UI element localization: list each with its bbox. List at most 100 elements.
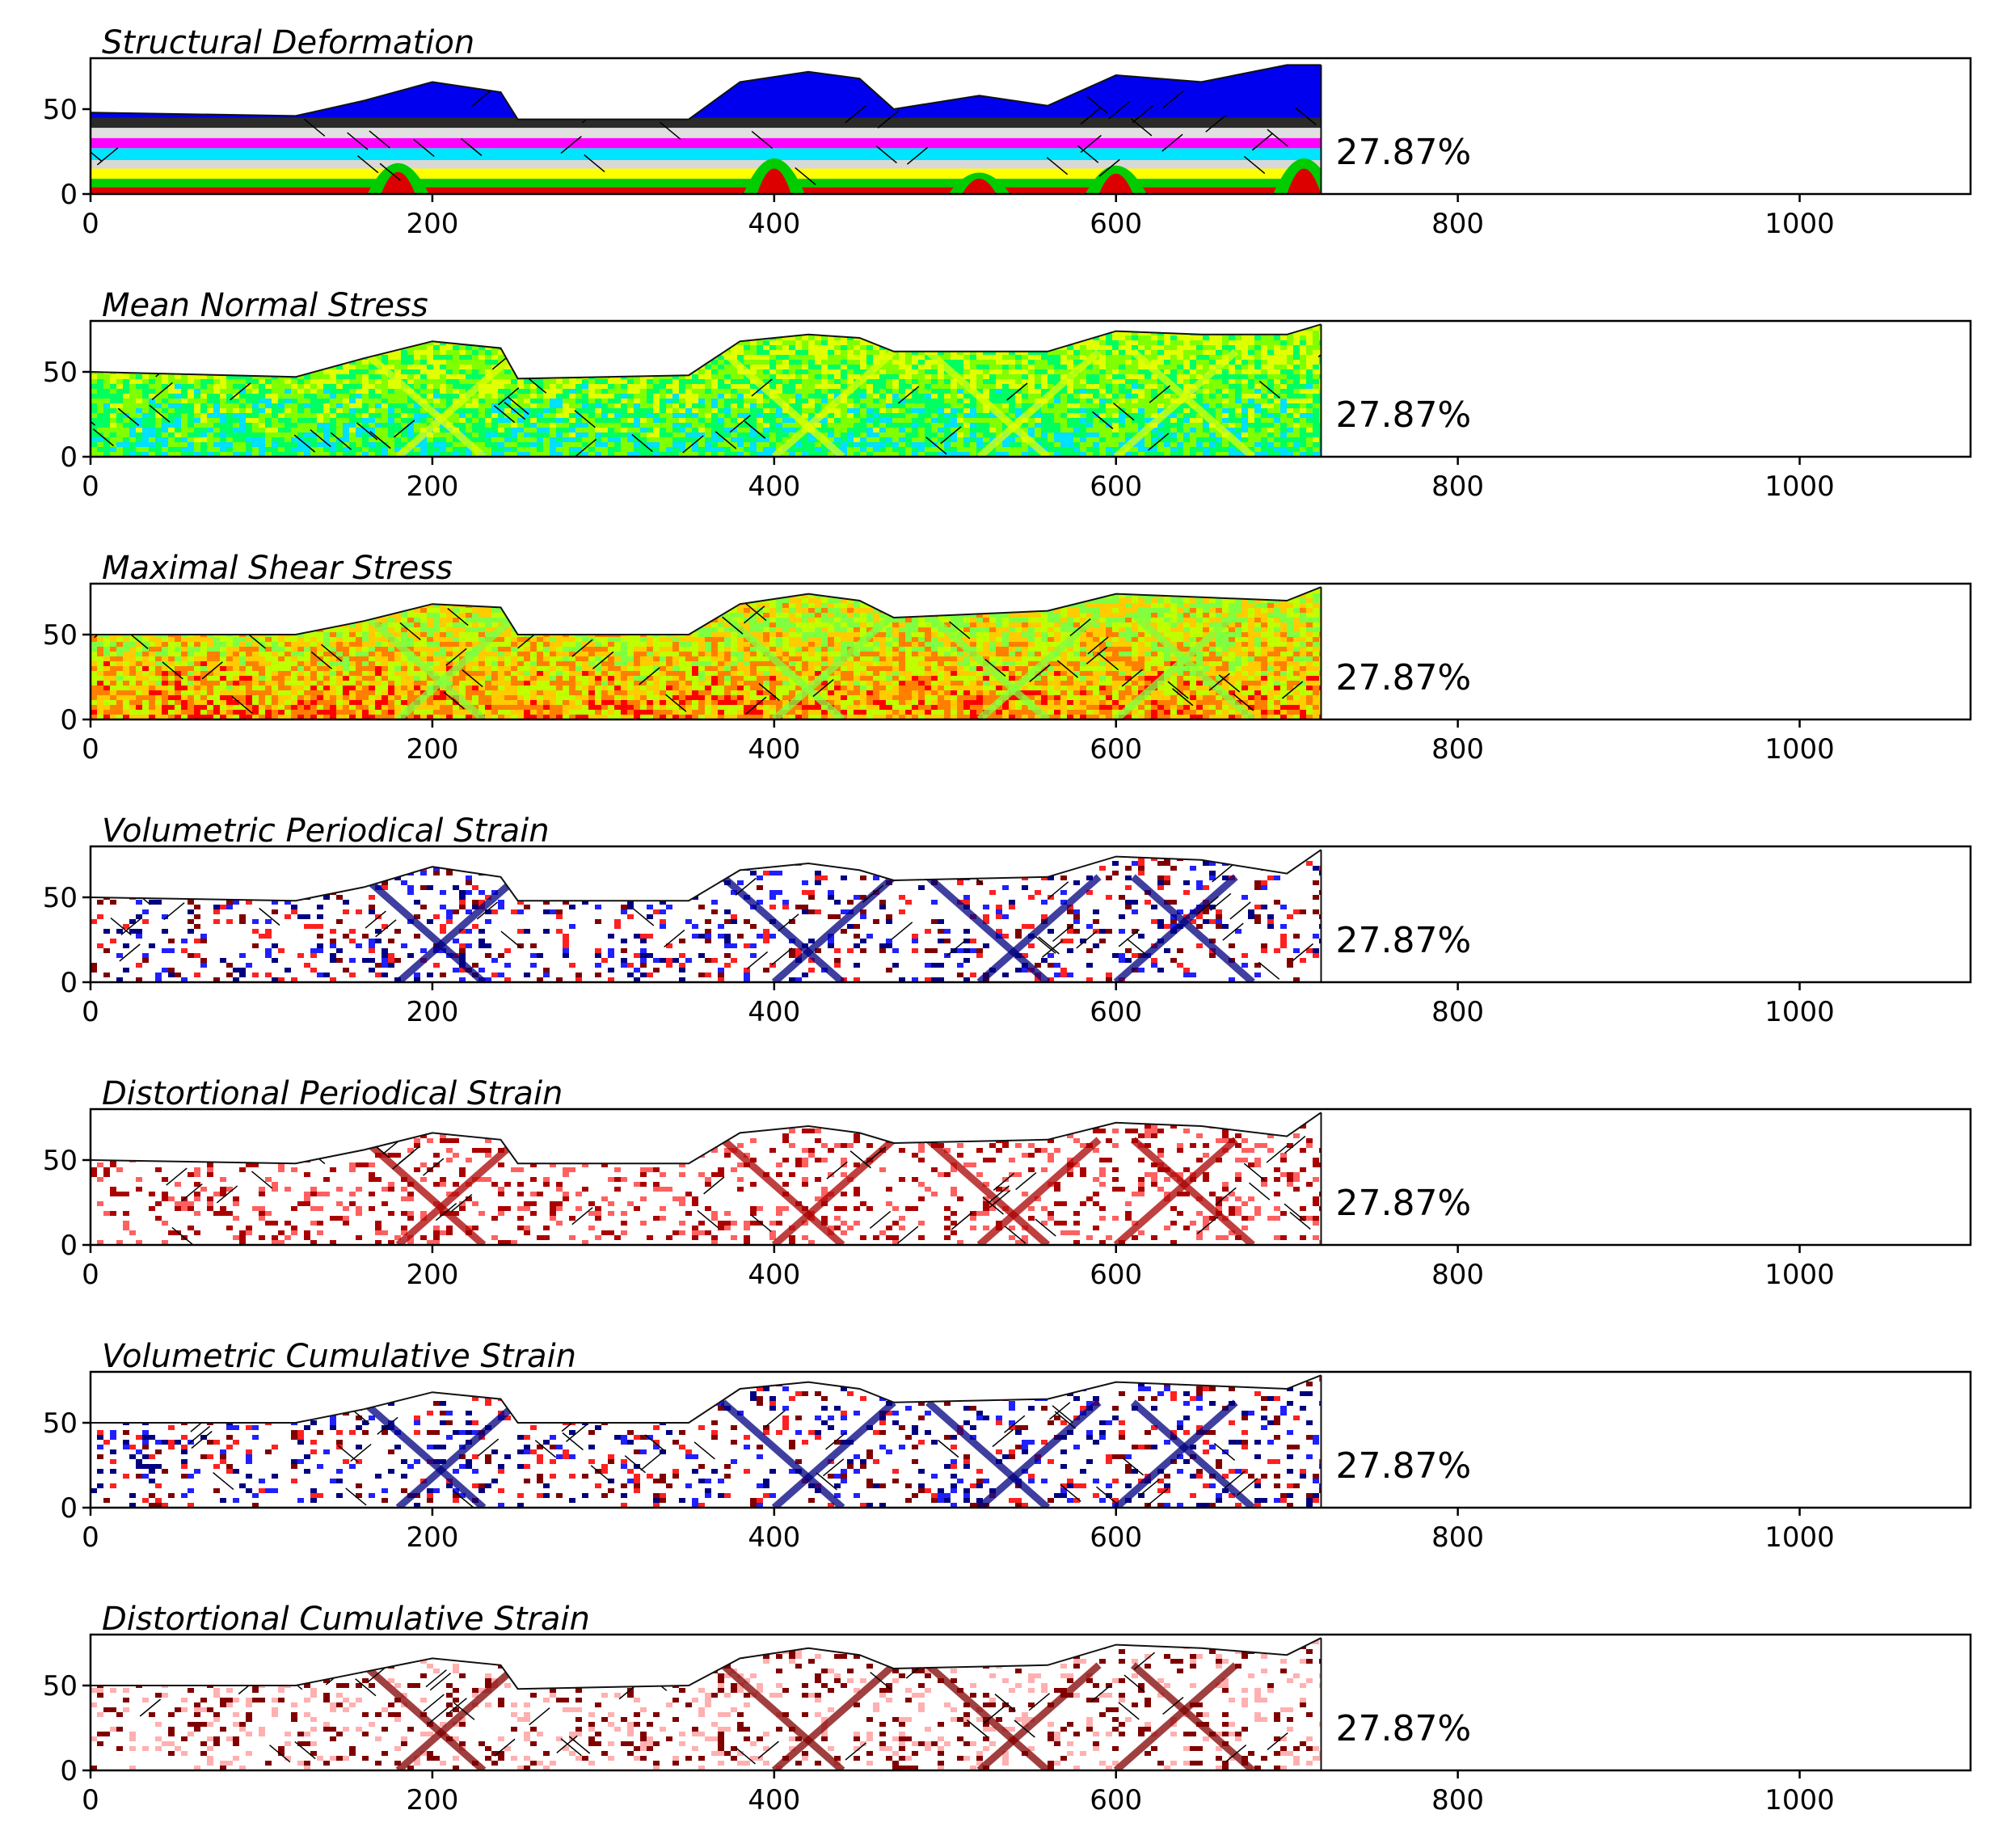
x-tick-label: 0 (82, 733, 99, 766)
fault-trace (504, 402, 526, 420)
layer-band (91, 65, 1322, 118)
fault-trace (870, 1672, 892, 1690)
fault-trace (722, 616, 744, 635)
shear-band (1113, 874, 1238, 982)
y-tick-label: 50 (43, 1145, 78, 1177)
shear-band (720, 611, 845, 719)
fault-trace (746, 951, 769, 970)
fault-trace (508, 396, 529, 415)
fault-trace (849, 1150, 871, 1169)
panel-4: 0 200 400 600 800 1000 0 50 Volumetric Periodica… (43, 812, 1972, 1028)
fault-trace (1080, 107, 1102, 125)
fault-trace (745, 696, 767, 715)
fault-trace (877, 110, 899, 129)
shear-band (361, 874, 487, 982)
fault-trace (91, 407, 95, 426)
progress-annotation: 27.87% (1335, 920, 1471, 961)
fault-trace (826, 1161, 848, 1179)
fault-trace (816, 1472, 837, 1491)
fault-trace (92, 428, 115, 447)
fault-trace (269, 1745, 291, 1763)
fault-trace (1208, 673, 1230, 691)
shear-band (1113, 1137, 1238, 1245)
fault-trace (1224, 1470, 1246, 1489)
fault-trace (1138, 1479, 1160, 1497)
fault-trace (1215, 1187, 1237, 1205)
fault-trace (1212, 864, 1233, 883)
shear-band (720, 874, 845, 982)
y-tick-label: 50 (43, 94, 78, 126)
fault-trace (398, 1146, 420, 1164)
fault-trace (413, 139, 435, 158)
layer-band (91, 168, 1322, 179)
fault-trace (1284, 1135, 1306, 1154)
fault-trace (163, 902, 185, 921)
fault-trace (1003, 1415, 1026, 1433)
fault-trace (1060, 1483, 1081, 1502)
x-tick-label: 1000 (1764, 1784, 1835, 1816)
fault-trace (590, 1465, 613, 1483)
fault-trace (445, 1698, 467, 1716)
fault-trace (294, 1740, 316, 1760)
fault-trace (697, 1209, 719, 1228)
fault-trace (639, 667, 660, 686)
panel-title: Distortional Periodical Strain (102, 1075, 563, 1112)
topography-line (90, 64, 1322, 120)
shear-band (976, 611, 1102, 719)
fault-trace (213, 1472, 234, 1491)
fault-trace (303, 118, 326, 137)
fault-trace (988, 1185, 1010, 1204)
fault-trace (120, 917, 142, 936)
fault-trace (1029, 664, 1051, 682)
x-tick-label: 800 (1431, 996, 1484, 1028)
fault-trace (1046, 157, 1069, 175)
x-tick-label: 200 (406, 1259, 458, 1291)
x-tick-label: 200 (406, 1521, 458, 1554)
x-tick-label: 600 (1090, 1259, 1142, 1291)
panel-3: 0 200 400 600 800 1000 0 50 Maximal Shear Stress… (43, 550, 1972, 766)
x-tick-label: 800 (1431, 1521, 1484, 1554)
fault-trace (1121, 669, 1144, 687)
panel-5: 0 200 400 600 800 1000 0 50 Distortional Periodi… (43, 1075, 1972, 1291)
fault-trace (659, 121, 681, 140)
fault-trace (196, 81, 218, 99)
fault-trace (445, 648, 467, 666)
fault-trace (744, 420, 766, 439)
topography-line (91, 1637, 1322, 1690)
fault-trace (1251, 133, 1274, 151)
fault-trace (1243, 1162, 1266, 1181)
fault-trace (310, 651, 333, 670)
progress-annotation: 27.87% (1335, 657, 1471, 698)
fault-trace (984, 1706, 1005, 1724)
fault-trace (664, 929, 685, 948)
shear-band (771, 874, 896, 982)
fault-trace (668, 102, 691, 120)
x-tick-label: 0 (82, 208, 99, 240)
fault-trace (191, 1430, 213, 1449)
fault-trace (1015, 1171, 1037, 1191)
fault-trace (117, 407, 140, 426)
fault-trace (451, 1193, 473, 1213)
fault-trace (1295, 107, 1317, 125)
fault-trace (119, 943, 141, 962)
progress-annotation: 27.87% (1335, 132, 1471, 173)
fault-trace (162, 661, 183, 680)
field-area (91, 324, 1322, 457)
fault-trace (1267, 1732, 1288, 1751)
shear-band (395, 874, 521, 982)
fault-trace (1069, 618, 1091, 637)
panel-title: Distortional Cumulative Strain (102, 1601, 590, 1638)
fault-trace (110, 917, 132, 936)
fault-trace (497, 387, 520, 406)
fault-trace (375, 919, 397, 938)
progress-annotation: 27.87% (1335, 1708, 1471, 1749)
intrusion (757, 168, 791, 194)
fault-trace (560, 135, 582, 154)
fault-trace (253, 1127, 275, 1146)
shear-band (720, 348, 845, 457)
fault-trace (825, 1432, 847, 1450)
panel-6: 0 200 400 600 800 1000 0 50 Volumetric Cumulativ… (43, 1338, 1972, 1554)
fault-trace (764, 1410, 786, 1428)
fault-trace (966, 1719, 989, 1738)
fault-trace (1123, 1674, 1145, 1693)
